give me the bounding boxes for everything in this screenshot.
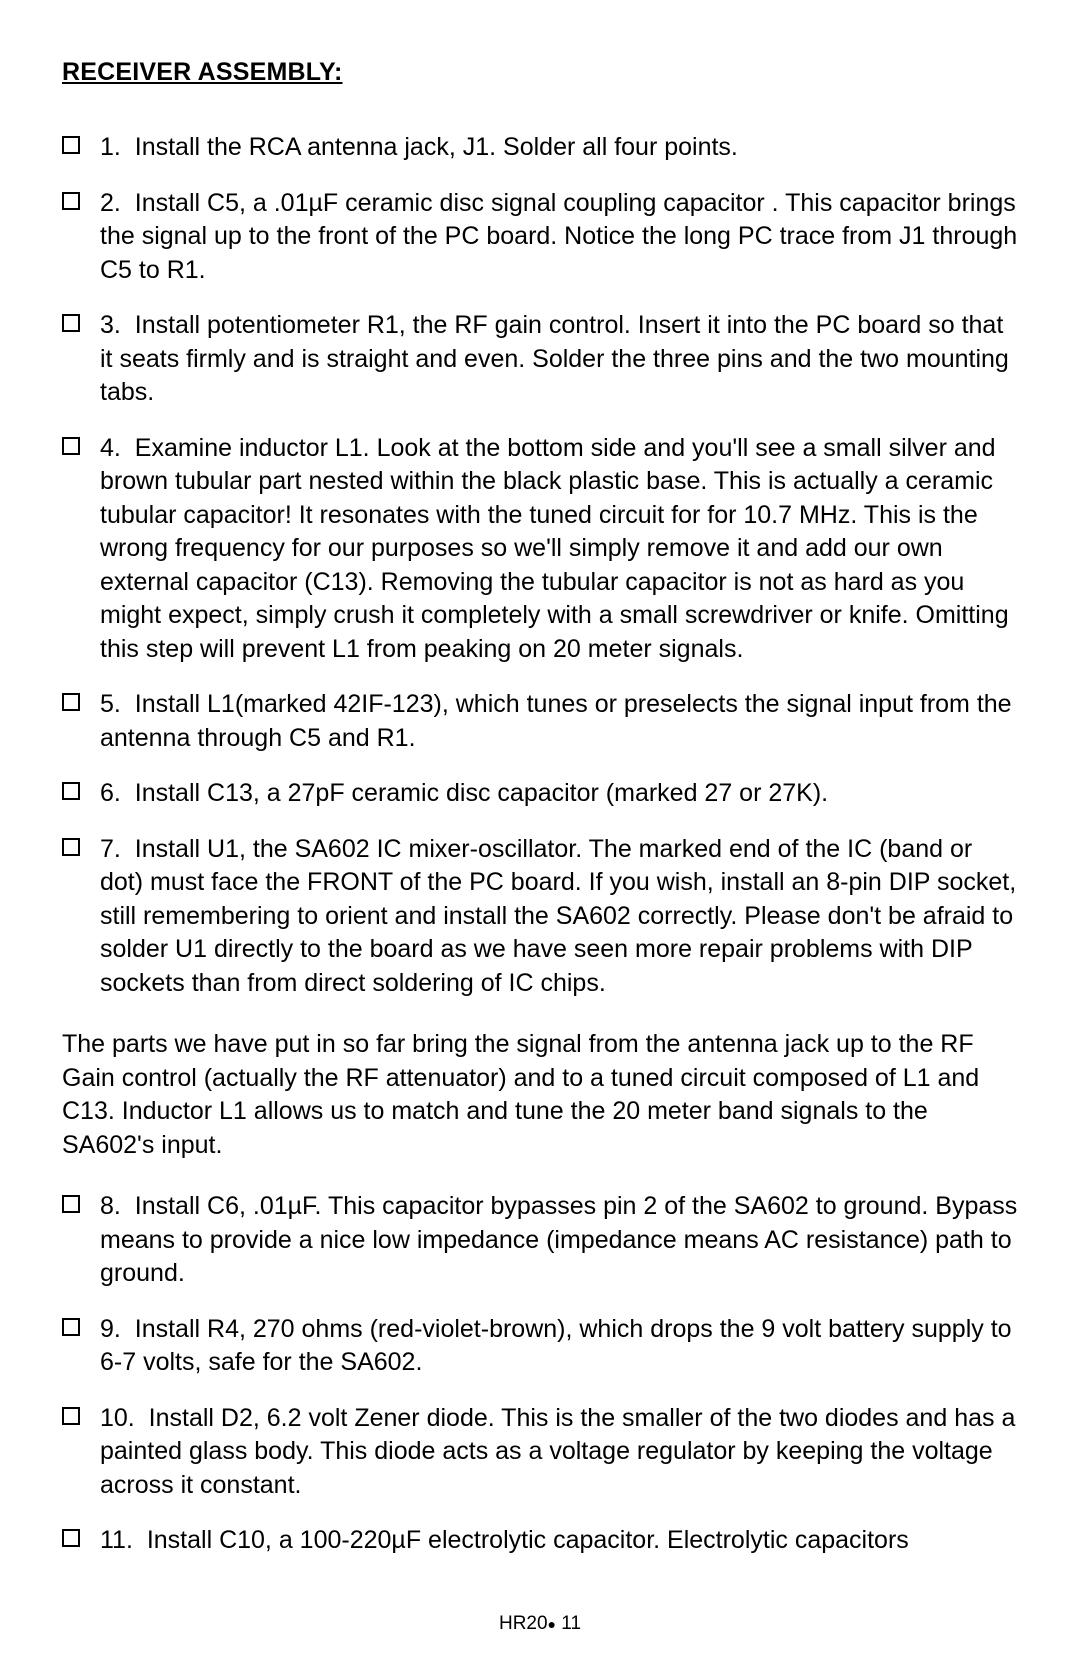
item-body: 2. Install C5, a .01µF ceramic disc sign…	[100, 187, 1018, 288]
checklist-b: 8. Install C6, .01µF. This capacitor byp…	[62, 1190, 1018, 1558]
item-body: 6. Install C13, a 27pF ceramic disc capa…	[100, 777, 1018, 811]
check-item: 9. Install R4, 270 ohms (red-violet-brow…	[62, 1313, 1018, 1380]
item-body: 9. Install R4, 270 ohms (red-violet-brow…	[100, 1313, 1018, 1380]
item-body: 8. Install C6, .01µF. This capacitor byp…	[100, 1190, 1018, 1291]
check-item: 4. Examine inductor L1. Look at the bott…	[62, 432, 1018, 667]
footer-prefix: HR20	[499, 1613, 548, 1634]
item-text: Install C5, a .01µF ceramic disc signal …	[100, 189, 1017, 284]
item-text: Install L1(marked 42IF-123), which tunes…	[100, 690, 1012, 752]
item-body: 4. Examine inductor L1. Look at the bott…	[100, 432, 1018, 667]
item-text: Install C13, a 27pF ceramic disc capacit…	[135, 779, 828, 807]
item-body: 3. Install potentiometer R1, the RF gain…	[100, 309, 1018, 410]
item-number: 4.	[100, 432, 121, 466]
check-item: 2. Install C5, a .01µF ceramic disc sign…	[62, 187, 1018, 288]
check-item: 10. Install D2, 6.2 volt Zener diode. Th…	[62, 1402, 1018, 1503]
item-number: 9.	[100, 1313, 121, 1347]
item-number: 8.	[100, 1190, 121, 1224]
checklist-a: 1. Install the RCA antenna jack, J1. Sol…	[62, 131, 1018, 1000]
item-number: 7.	[100, 833, 121, 867]
item-body: 5. Install L1(marked 42IF-123), which tu…	[100, 688, 1018, 755]
item-number: 2.	[100, 187, 121, 221]
checkbox-icon	[62, 1529, 80, 1547]
checkbox-icon	[62, 1407, 80, 1425]
item-text: Examine inductor L1. Look at the bottom …	[100, 434, 1009, 663]
checkbox-icon	[62, 314, 80, 332]
item-body: 10. Install D2, 6.2 volt Zener diode. Th…	[100, 1402, 1018, 1503]
section-heading: RECEIVER ASSEMBLY:	[62, 58, 1018, 87]
check-item: 3. Install potentiometer R1, the RF gain…	[62, 309, 1018, 410]
item-number: 10.	[100, 1402, 135, 1436]
item-number: 11.	[100, 1524, 133, 1558]
item-text: Install D2, 6.2 volt Zener diode. This i…	[100, 1404, 1015, 1499]
checkbox-icon	[62, 1195, 80, 1213]
checkbox-icon	[62, 1318, 80, 1336]
page-footer: HR20● 11	[0, 1613, 1080, 1635]
bullet-icon: ●	[548, 1616, 556, 1632]
footer-page-number: 11	[556, 1613, 581, 1634]
check-item: 1. Install the RCA antenna jack, J1. Sol…	[62, 131, 1018, 165]
checkbox-icon	[62, 192, 80, 210]
item-text: Install C6, .01µF. This capacitor bypass…	[100, 1192, 1017, 1287]
item-text: Install U1, the SA602 IC mixer-oscillato…	[100, 835, 1016, 997]
item-number: 3.	[100, 309, 121, 343]
item-text: Install R4, 270 ohms (red-violet-brown),…	[100, 1315, 1012, 1377]
check-item: 7. Install U1, the SA602 IC mixer-oscill…	[62, 833, 1018, 1001]
item-text: Install potentiometer R1, the RF gain co…	[100, 311, 1009, 406]
item-number: 6.	[100, 777, 121, 811]
checkbox-icon	[62, 693, 80, 711]
checkbox-icon	[62, 782, 80, 800]
item-number: 5.	[100, 688, 121, 722]
item-number: 1.	[100, 131, 121, 165]
check-item: 6. Install C13, a 27pF ceramic disc capa…	[62, 777, 1018, 811]
mid-paragraph: The parts we have put in so far bring th…	[62, 1028, 1018, 1162]
item-body: 7. Install U1, the SA602 IC mixer-oscill…	[100, 833, 1018, 1001]
check-item: 11. Install C10, a 100-220µF electrolyti…	[62, 1524, 1018, 1558]
check-item: 5. Install L1(marked 42IF-123), which tu…	[62, 688, 1018, 755]
check-item: 8. Install C6, .01µF. This capacitor byp…	[62, 1190, 1018, 1291]
page: RECEIVER ASSEMBLY: 1. Install the RCA an…	[0, 0, 1080, 1669]
item-text: Install the RCA antenna jack, J1. Solder…	[135, 133, 738, 161]
item-body: 1. Install the RCA antenna jack, J1. Sol…	[100, 131, 1018, 165]
item-text: Install C10, a 100-220µF electrolytic ca…	[147, 1526, 909, 1554]
checkbox-icon	[62, 136, 80, 154]
item-body: 11. Install C10, a 100-220µF electrolyti…	[100, 1524, 1018, 1558]
checkbox-icon	[62, 838, 80, 856]
checkbox-icon	[62, 437, 80, 455]
